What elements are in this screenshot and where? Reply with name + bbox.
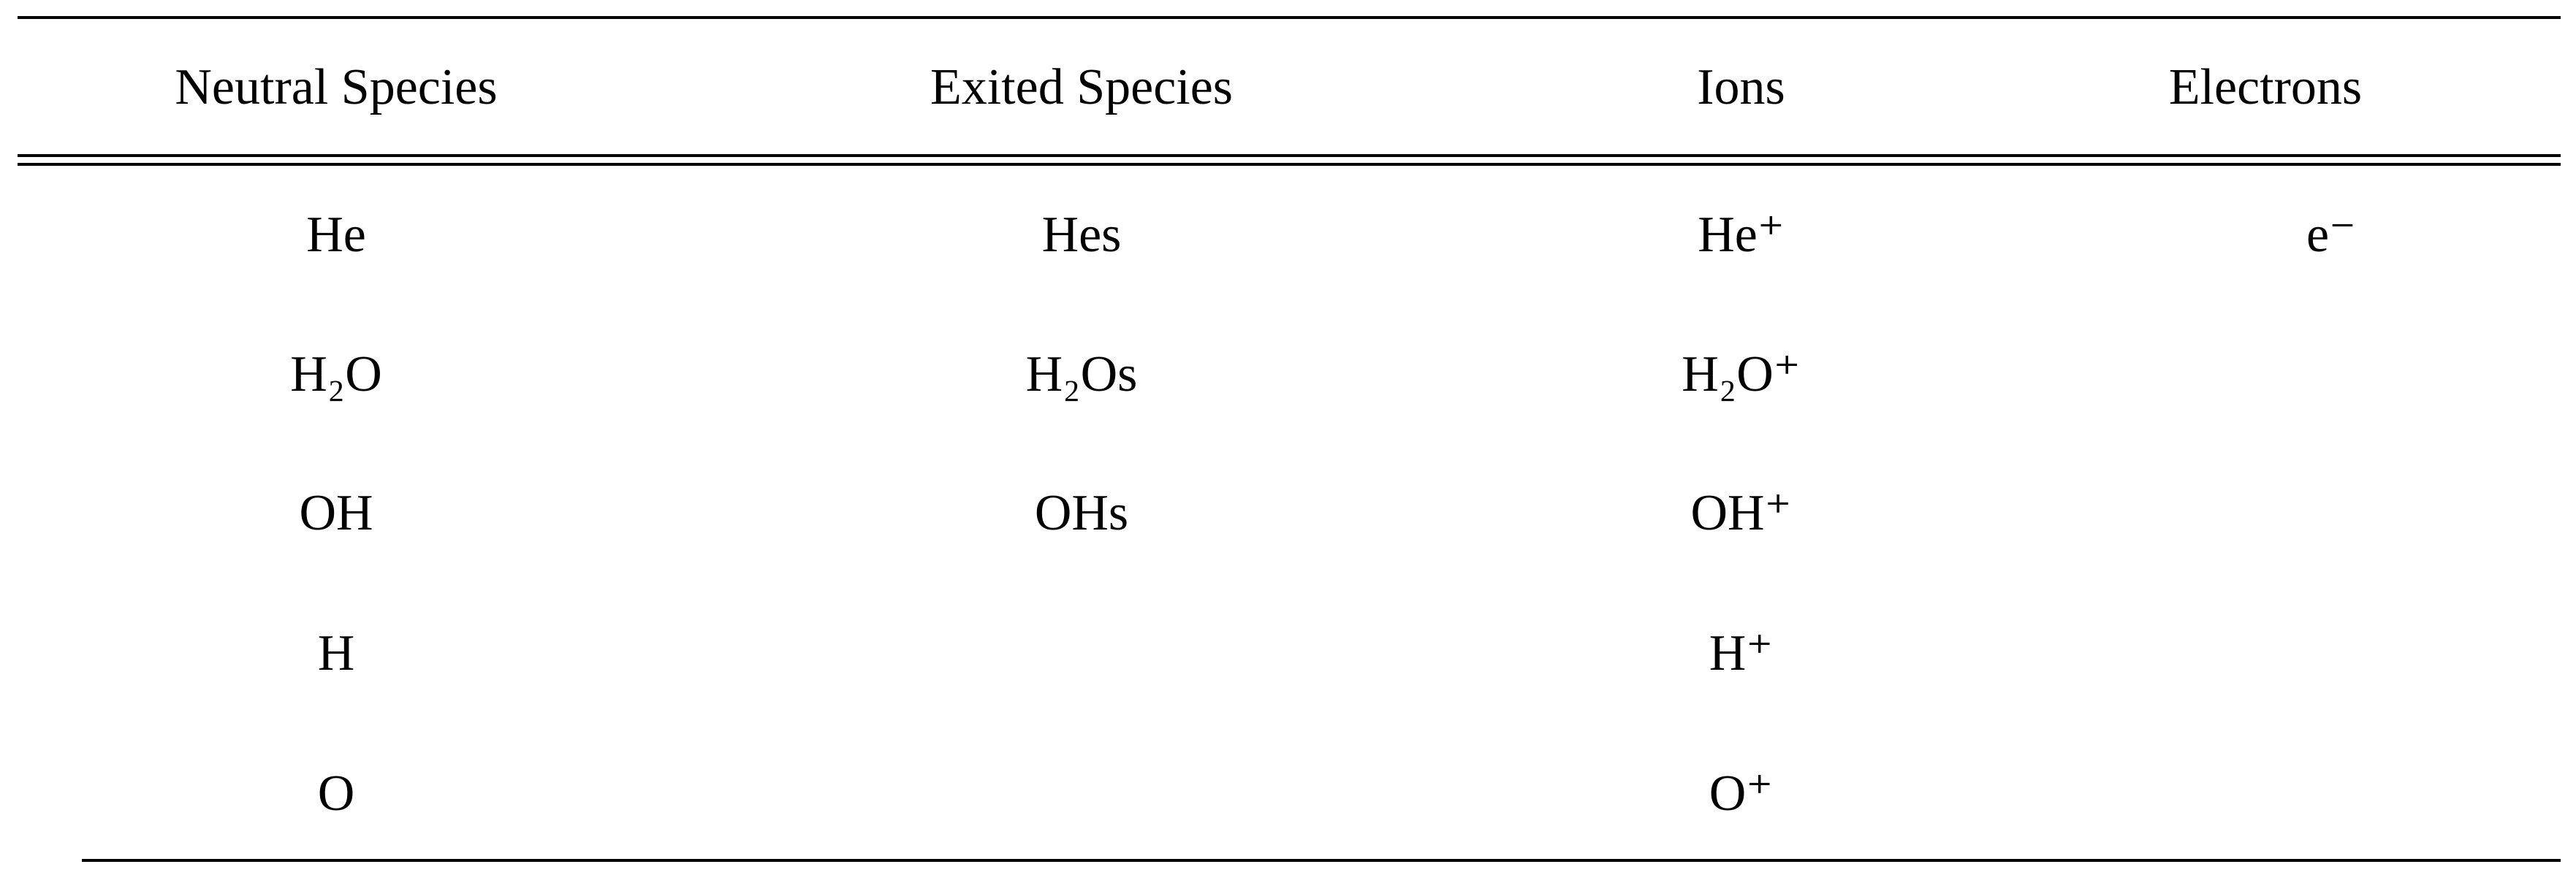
table-cell-neutral: OH (299, 485, 373, 541)
header-neutral-species: Neutral Species (175, 59, 498, 115)
table-cell-neutral: O (317, 765, 355, 822)
table-cell-neutral: H₂O (290, 346, 382, 402)
table-cell-exited: OHs (1034, 485, 1129, 541)
table-header-row: Neutral Species Exited Species Ions Elec… (0, 51, 2576, 124)
table-cell-exited: H₂Os (1025, 346, 1138, 402)
table-row: H₂O H₂Os H₂O⁺ (0, 338, 2576, 411)
header-electrons: Electrons (2168, 59, 2363, 115)
table-row: He Hes He⁺ e⁻ (0, 199, 2576, 272)
table-cell-exited: Hes (1041, 207, 1122, 263)
table-row: H H⁺ (0, 617, 2576, 690)
table-cell-ion: H⁺ (1709, 625, 1774, 681)
header-double-rule-lower (18, 163, 2561, 166)
table-row: O O⁺ (0, 757, 2576, 830)
header-ions: Ions (1697, 59, 1785, 115)
header-double-rule-upper (18, 154, 2561, 157)
table-cell-neutral: He (306, 207, 366, 263)
table-row: OH OHs OH⁺ (0, 477, 2576, 550)
bottom-rule (82, 859, 2561, 862)
table-cell-neutral: H (317, 625, 355, 681)
table-cell-ion: O⁺ (1709, 765, 1774, 822)
table-cell-electron: e⁻ (2306, 207, 2357, 263)
table-cell-ion: H₂O⁺ (1682, 346, 1801, 402)
header-exited-species: Exited Species (930, 59, 1234, 115)
table-cell-ion: He⁺ (1698, 207, 1785, 263)
top-rule (18, 16, 2561, 19)
table-cell-ion: OH⁺ (1690, 485, 1792, 541)
